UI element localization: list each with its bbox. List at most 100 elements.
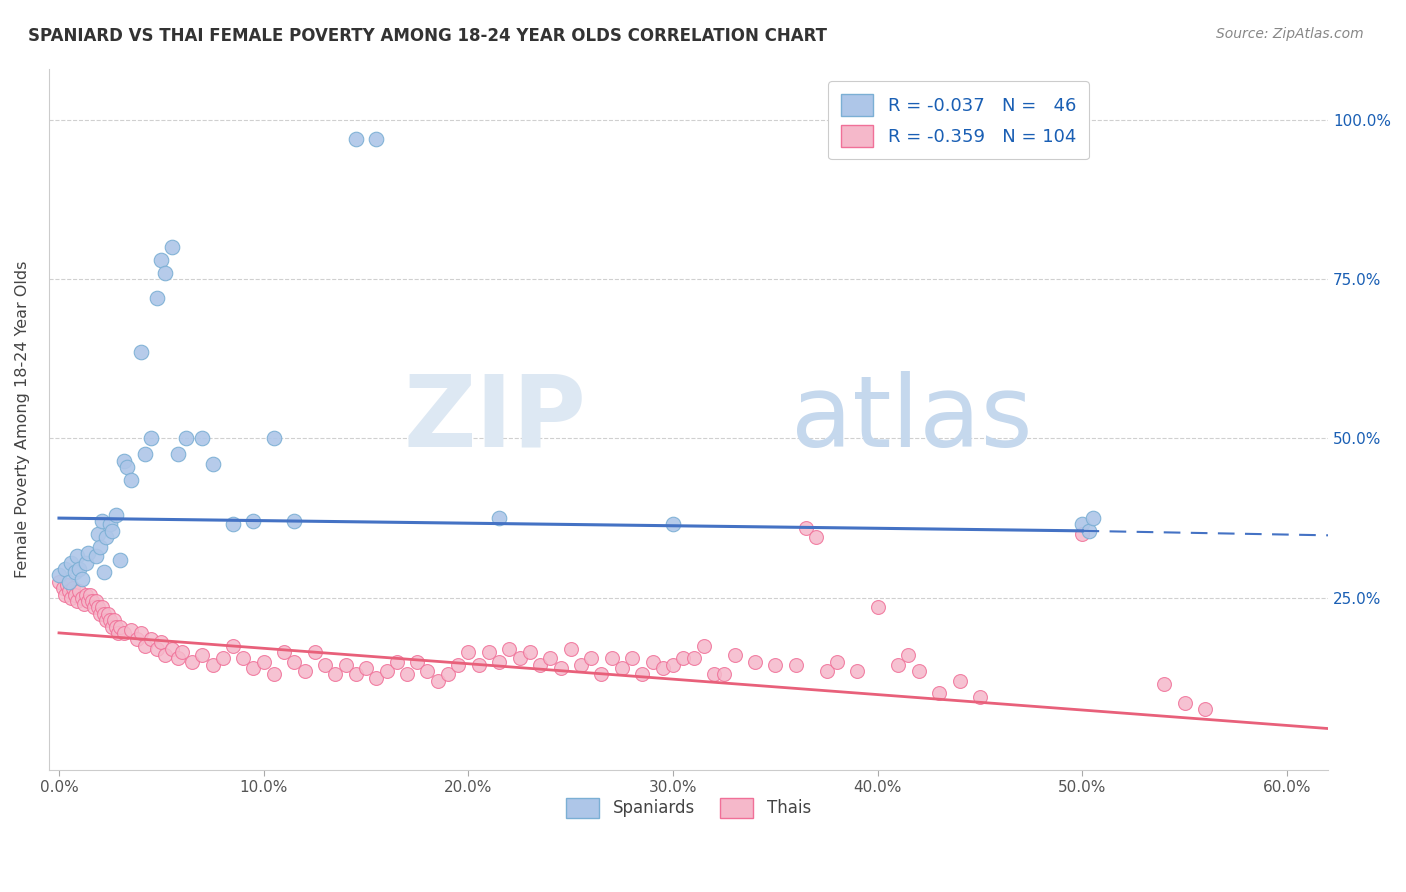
Point [744,655,766,669]
Point [48,574,70,589]
Point [437,667,460,681]
Point [785,657,807,672]
Point [65,588,87,602]
Point [146,641,169,656]
Point [1194,702,1216,716]
Point [98,613,121,627]
Point [406,655,429,669]
Point [52,581,75,595]
Point [53,562,76,576]
Point [242,661,264,675]
Point [103,613,125,627]
Point [610,661,633,675]
Point [314,657,336,672]
Point [53,588,76,602]
Point [160,240,183,254]
Point [591,667,613,681]
Point [723,648,745,663]
Point [1077,524,1099,538]
Point [416,664,439,678]
Point [114,453,136,467]
Point [60,591,83,605]
Point [713,667,735,681]
Point [155,648,177,663]
Point [107,626,129,640]
Point [529,657,551,672]
Point [1071,517,1094,532]
Point [76,594,98,608]
Point [846,664,869,678]
Point [160,641,183,656]
Point [155,266,177,280]
Point [794,521,817,535]
Point [58,584,80,599]
Point [191,648,214,663]
Point [375,664,398,678]
Point [66,594,89,608]
Point [110,552,132,566]
Point [467,657,489,672]
Point [84,549,107,564]
Point [105,619,128,633]
Point [395,667,418,681]
Point [304,645,326,659]
Point [94,530,117,544]
Point [703,667,725,681]
Text: ZIP: ZIP [404,371,586,467]
Point [75,556,97,570]
Point [509,651,531,665]
Point [560,641,582,656]
Point [538,651,561,665]
Point [621,651,644,665]
Point [969,690,991,704]
Point [1081,511,1104,525]
Point [129,345,152,359]
Point [344,667,367,681]
Point [273,645,295,659]
Point [222,639,245,653]
Point [366,671,388,685]
Point [174,431,197,445]
Point [263,431,285,445]
Point [114,626,136,640]
Point [579,651,602,665]
Point [1071,527,1094,541]
Point [83,600,105,615]
Point [76,546,98,560]
Point [457,645,479,659]
Point [949,673,972,688]
Point [928,686,950,700]
Point [682,651,704,665]
Point [550,661,572,675]
Point [101,524,124,538]
Point [569,657,592,672]
Point [815,664,838,678]
Point [651,661,673,675]
Point [662,657,685,672]
Legend: Spaniards, Thais: Spaniards, Thais [560,791,817,825]
Point [765,657,787,672]
Point [134,447,156,461]
Point [146,291,169,305]
Point [897,648,920,663]
Point [366,131,388,145]
Point [115,460,138,475]
Point [354,661,377,675]
Point [478,645,501,659]
Point [150,252,173,267]
Point [806,530,828,544]
Point [166,651,188,665]
Point [129,626,152,640]
Point [56,578,79,592]
Point [498,641,520,656]
Point [385,655,408,669]
Point [84,594,107,608]
Point [120,473,142,487]
Point [181,655,204,669]
Point [79,588,101,602]
Point [150,635,173,649]
Point [866,600,889,615]
Point [641,655,664,669]
Point [87,600,110,615]
Point [325,667,347,681]
